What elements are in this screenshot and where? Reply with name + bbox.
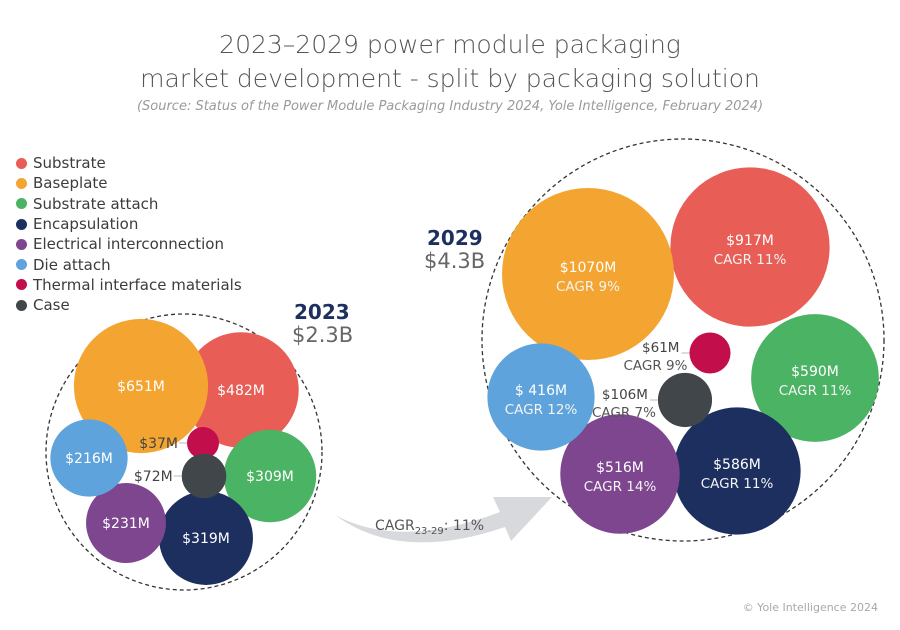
bubble-2029-cagr: CAGR 14% [584,479,657,495]
bubble-2029-cagr: CAGR 7% [592,405,656,421]
outer-circle-2029 [481,138,885,542]
bubble-2029-cagr: CAGR 11% [779,383,852,399]
bubble-2029-cagr: CAGR 12% [505,402,578,418]
bubble-2023-value: $37M [139,436,178,452]
chart-title-line1: 2023–2029 power module packaging [219,30,681,59]
bubble-2023 [50,419,128,497]
bubble-2023-value: $72M [134,469,173,485]
bubble-2023-value: $231M [102,516,150,532]
legend-item: Thermal interface materials [16,275,242,295]
chart-title-line2: market development - split by packaging … [140,64,760,93]
total-2023-label: $2.3B [292,323,354,347]
bubble-2029-cagr: CAGR 9% [623,358,687,374]
legend-label: Substrate [33,154,106,173]
legend-item: Substrate [16,153,242,173]
bubble-2029-value: $1070M [560,260,617,276]
bubble-2029 [487,343,595,451]
bubble-2023-value: $651M [117,379,165,395]
legend-dot-icon [16,238,27,250]
legend: Substrate Baseplate Substrate attach Encaps… [16,153,242,315]
legend-item: Electrical interconnection [16,234,242,254]
bubble-2023-value: $482M [217,383,265,399]
legend-dot-icon [16,198,27,210]
bubble-2029 [673,407,801,535]
legend-dot-icon [16,177,27,189]
bubble-2029-value: $61M [642,340,679,356]
growth-arrow-shape [335,497,552,543]
bubble-2023 [183,332,299,448]
legend-label: Substrate attach [33,194,159,213]
copyright: © Yole Intelligence 2024 [742,601,878,614]
bubble-2023 [86,483,166,563]
legend-item: Case [16,295,242,315]
bubble-2029-cagr: CAGR 9% [556,279,620,295]
bubble-2023 [159,491,253,585]
legend-dot-icon [16,299,27,311]
legend-dot-icon [16,259,27,271]
growth-arrow: CAGR23-29: 11% [335,497,552,543]
bubble-2029 [657,372,713,428]
legend-label: Baseplate [33,174,108,193]
bubble-2029-cagr: CAGR 11% [701,476,774,492]
bubble-2029 [670,167,830,327]
legend-item: Substrate attach [16,194,242,214]
bubble-2023-value: $319M [182,531,230,547]
bubble-2023 [223,429,317,523]
bubble-2029 [751,314,879,442]
legend-item: Encapsulation [16,214,242,234]
outer-circle-2023 [45,313,323,591]
bubble-2029 [502,188,674,360]
bubble-2029-value: $917M [726,233,774,249]
growth-arrow-label: CAGR23-29: 11% [375,518,484,537]
bubble-2029 [689,332,731,374]
legend-item: Baseplate [16,173,242,193]
chart-source: (Source: Status of the Power Module Pack… [136,99,764,114]
total-2029-label: $4.3B [424,249,486,273]
legend-dot-icon [16,218,27,230]
year-2029-label: 2029 [427,226,483,250]
legend-item: Die attach [16,254,242,274]
bubble-2029-cagr: CAGR 11% [714,252,787,268]
bubble-2029-value: $106M [602,387,648,403]
bubble-2029-value: $ 416M [515,383,567,399]
bubble-2029-value: $516M [596,460,644,476]
bubble-2023-value: $309M [246,469,294,485]
bubble-2023 [181,453,227,499]
legend-label: Case [33,296,70,315]
bubble-2023 [187,427,219,459]
year-2023-label: 2023 [294,300,350,324]
bubble-2023 [73,318,209,454]
legend-label: Encapsulation [33,215,139,234]
bubble-2023-value: $216M [65,451,113,467]
legend-label: Electrical interconnection [33,235,224,254]
legend-dot-icon [16,279,27,291]
legend-label: Thermal interface materials [33,275,242,294]
bubble-2029 [560,414,680,534]
bubble-2029-value: $590M [791,364,839,380]
legend-dot-icon [16,157,27,169]
bubble-2029-value: $586M [713,457,761,473]
legend-label: Die attach [33,255,111,274]
